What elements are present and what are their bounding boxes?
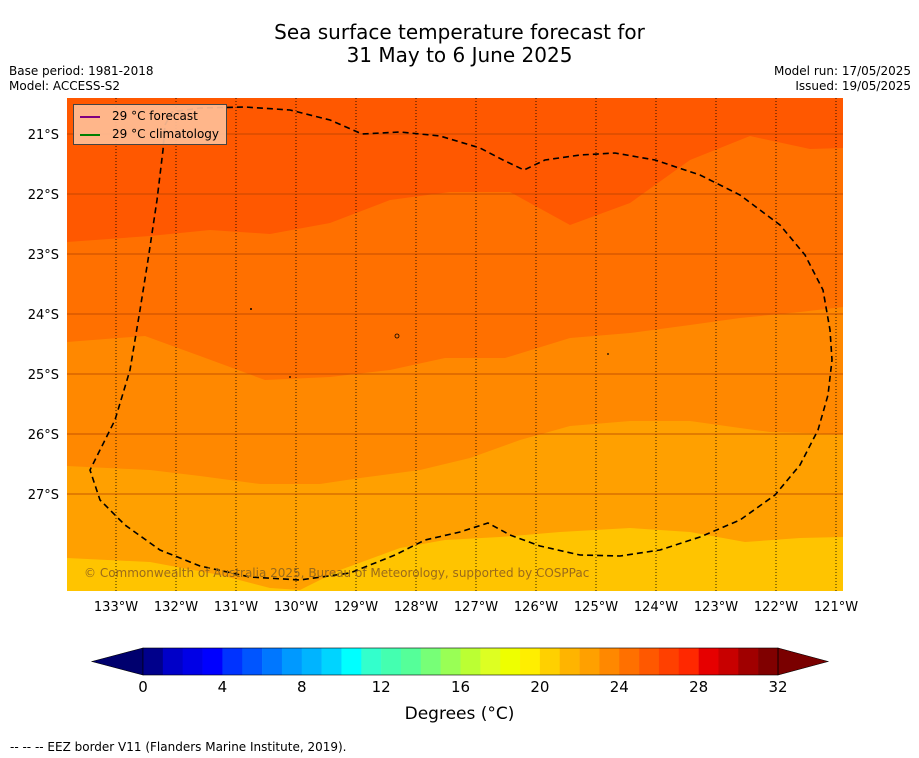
lon-tick-label: 121°W [814,600,858,615]
lon-tick-label: 124°W [634,600,678,615]
lat-tick-label: 21°S [28,128,59,143]
graticule [67,98,843,591]
lon-tick-label: 127°W [454,600,498,615]
base-period: Base period: 1981-2018 [9,64,154,78]
climatology-line-swatch [80,133,100,136]
colorbar-swatch [619,648,640,675]
lon-tick-label: 123°W [694,600,738,615]
latitude-labels: 21°S 22°S 23°S 24°S 25°S 26°S 27°S [28,128,59,503]
lat-tick-label: 22°S [28,188,59,203]
colorbar-swatch [460,648,481,675]
lon-tick-label: 125°W [574,600,618,615]
colorbar-swatch [162,648,183,675]
colorbar-swatch [698,648,719,675]
colorbar-swatch [440,648,461,675]
colorbar-tick-label: 12 [371,678,391,696]
longitude-labels: 133°W 132°W 131°W 130°W 129°W 128°W 127°W 126°W… [94,600,858,615]
lon-tick-label: 126°W [514,600,558,615]
issued-date: Issued: 19/05/2025 [795,79,911,93]
colorbar-over-arrow [777,647,830,676]
colorbar-tick-label: 0 [138,678,148,696]
model-run: Model run: 17/05/2025 [773,64,911,78]
lat-tick-label: 26°S [28,428,59,443]
colorbar-swatch [718,648,739,675]
colorbar-swatch [658,648,680,675]
colorbar-swatch [758,648,779,675]
colorbar-swatch [500,648,521,675]
colorbar-swatch [321,648,342,675]
lat-tick-label: 24°S [28,308,59,323]
colorbar-tick-label: 20 [530,678,550,696]
lon-tick-label: 132°W [154,600,198,615]
sst-field [67,98,843,591]
colorbar-tick-label: 4 [217,678,228,696]
colorbar-swatch [599,648,620,675]
legend-forecast-label: 29 °C forecast [112,109,198,123]
title-line-2: 31 May to 6 June 2025 [346,43,573,67]
colorbar-swatch [420,648,441,675]
colorbar-swatch [381,648,402,675]
colorbar-swatch [539,648,561,675]
lon-tick-label: 122°W [754,600,798,615]
colorbar-tick-label: 16 [450,678,471,696]
lon-tick-label: 128°W [394,600,438,615]
legend-climatology-label: 29 °C climatology [112,127,220,141]
colorbar-swatch [301,648,322,675]
colorbar-tick-label: 28 [689,678,709,696]
colorbar-swatch [182,648,203,675]
colorbar-tick-label: 32 [768,678,788,696]
copyright-notice: © Commonwealth of Australia 2025, Bureau… [84,566,590,580]
legend: 29 °C forecast 29 °C climatology [73,104,227,145]
lat-tick-label: 25°S [28,368,59,383]
colorbar-tick-label: 24 [609,678,629,696]
lon-tick-label: 133°W [94,600,138,615]
colorbar-swatch [579,648,600,675]
lon-tick-label: 131°W [214,600,258,615]
lat-tick-label: 27°S [28,488,59,503]
lat-tick-label: 23°S [28,248,59,263]
colorbar-swatch [480,648,501,675]
colorbar-swatch [222,648,243,675]
eez-border [89,106,833,581]
colorbar-title: Degrees (°C) [404,704,515,724]
colorbar-swatch [143,648,164,675]
colorbar-swatch [281,648,303,675]
colorbar-swatch [341,648,362,675]
forecast-line-swatch [80,115,100,118]
colorbar-swatch [738,648,759,675]
colorbar-swatch [639,648,660,675]
lon-tick-label: 129°W [334,600,378,615]
colorbar-swatch [361,648,382,675]
colorbar-tick-label: 8 [296,678,307,696]
colorbar-swatch [262,648,283,675]
eez-footer-note: -- -- -- EEZ border V11 (Flanders Marine… [10,740,347,754]
title-line-1: Sea surface temperature forecast for [274,20,645,44]
colorbar-swatch [400,648,422,675]
colorbar [90,647,830,676]
colorbar-under-arrow [90,647,144,676]
colorbar-swatch [520,648,541,675]
colorbar-swatch [678,648,699,675]
colorbar-border [142,647,779,676]
colorbar-swatch [559,648,580,675]
model-name: Model: ACCESS-S2 [9,79,121,93]
colorbar-swatch [202,648,223,675]
islands [250,308,609,378]
colorbar-swatch [242,648,263,675]
lon-tick-label: 130°W [274,600,318,615]
